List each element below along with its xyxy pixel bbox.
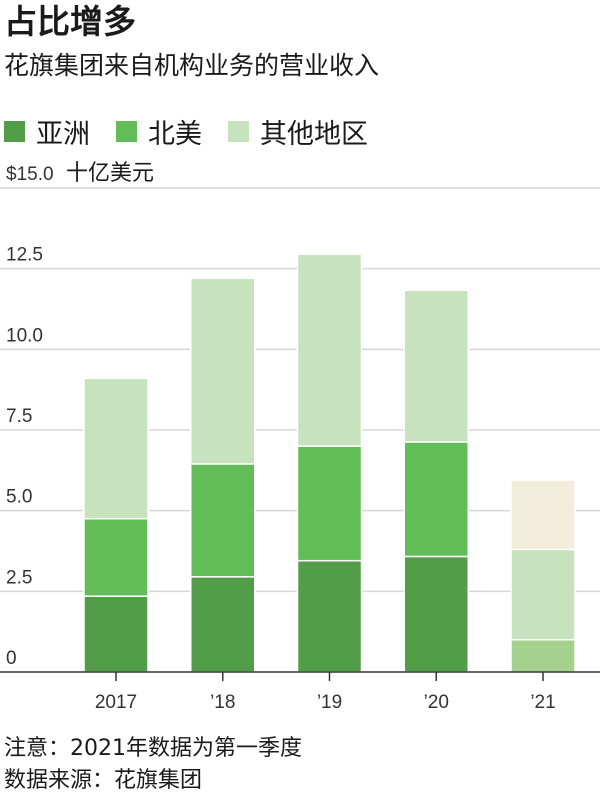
- bar-segment: [403, 441, 469, 558]
- bar-segment-extra: [510, 638, 576, 673]
- bar-segment-extra: [510, 479, 576, 551]
- legend-label-asia: 亚洲: [36, 118, 90, 150]
- bar-segment: [296, 559, 363, 673]
- y-tick-label: 10.0: [6, 325, 43, 346]
- bar-segment: [83, 377, 149, 520]
- bar-segment: [83, 517, 149, 597]
- y-tick-label: 2.5: [6, 567, 32, 588]
- x-tick-label: ’20: [424, 692, 449, 713]
- footnote-source: 数据来源：花旗集团: [4, 768, 203, 793]
- legend-item-other-regions: 其他地区: [228, 112, 368, 151]
- bar-segment: [296, 253, 363, 447]
- y-tick-label: 7.5: [6, 406, 32, 427]
- x-tick-label: ’18: [210, 692, 235, 713]
- legend-swatch-north-america: [116, 120, 137, 142]
- bar-segment: [83, 595, 149, 673]
- stacked-bar-chart: 0 2.5 5.0 7.5 10.0 12.5 $15.0 十亿美元 2017 ’18 ’19 ’20…: [0, 161, 600, 713]
- bar-segment: [190, 463, 256, 578]
- legend-label-other-regions: 其他地区: [260, 118, 368, 150]
- bar-segment: [190, 277, 256, 465]
- legend-swatch-asia: [4, 120, 25, 142]
- x-tick-label: 2017: [95, 692, 137, 713]
- y-tick-label: 0: [6, 648, 17, 669]
- chart-subtitle: 花旗集团来自机构业务的营业收入: [4, 51, 380, 80]
- legend-label-north-america: 北美: [148, 118, 202, 150]
- legend-item-asia: 亚洲: [4, 112, 90, 151]
- bar-segment: [403, 555, 469, 673]
- legend: 亚洲 北美 其他地区: [4, 112, 394, 150]
- axes: [0, 671, 600, 681]
- bar-segment: [296, 445, 363, 562]
- bars: [83, 253, 576, 673]
- y-unit-label: 十亿美元: [66, 161, 154, 186]
- bar-segment: [403, 289, 469, 443]
- tick-labels: 0 2.5 5.0 7.5 10.0 12.5 $15.0 十亿美元 2017 ’18 ’19 ’20…: [6, 161, 556, 713]
- legend-item-north-america: 北美: [116, 112, 202, 151]
- x-tick-label: ’21: [530, 692, 555, 713]
- chart-title: 占比增多: [4, 2, 136, 41]
- x-tick-label: ’19: [317, 692, 342, 713]
- footnote-note: 注意：2021年数据为第一季度: [4, 736, 302, 761]
- y-tick-label: 12.5: [6, 245, 43, 266]
- bar-segment: [190, 576, 256, 673]
- legend-swatch-other-regions: [228, 120, 249, 142]
- y-tick-label: $15.0: [6, 164, 54, 185]
- y-tick-label: 5.0: [6, 487, 32, 508]
- bar-segment: [510, 548, 576, 641]
